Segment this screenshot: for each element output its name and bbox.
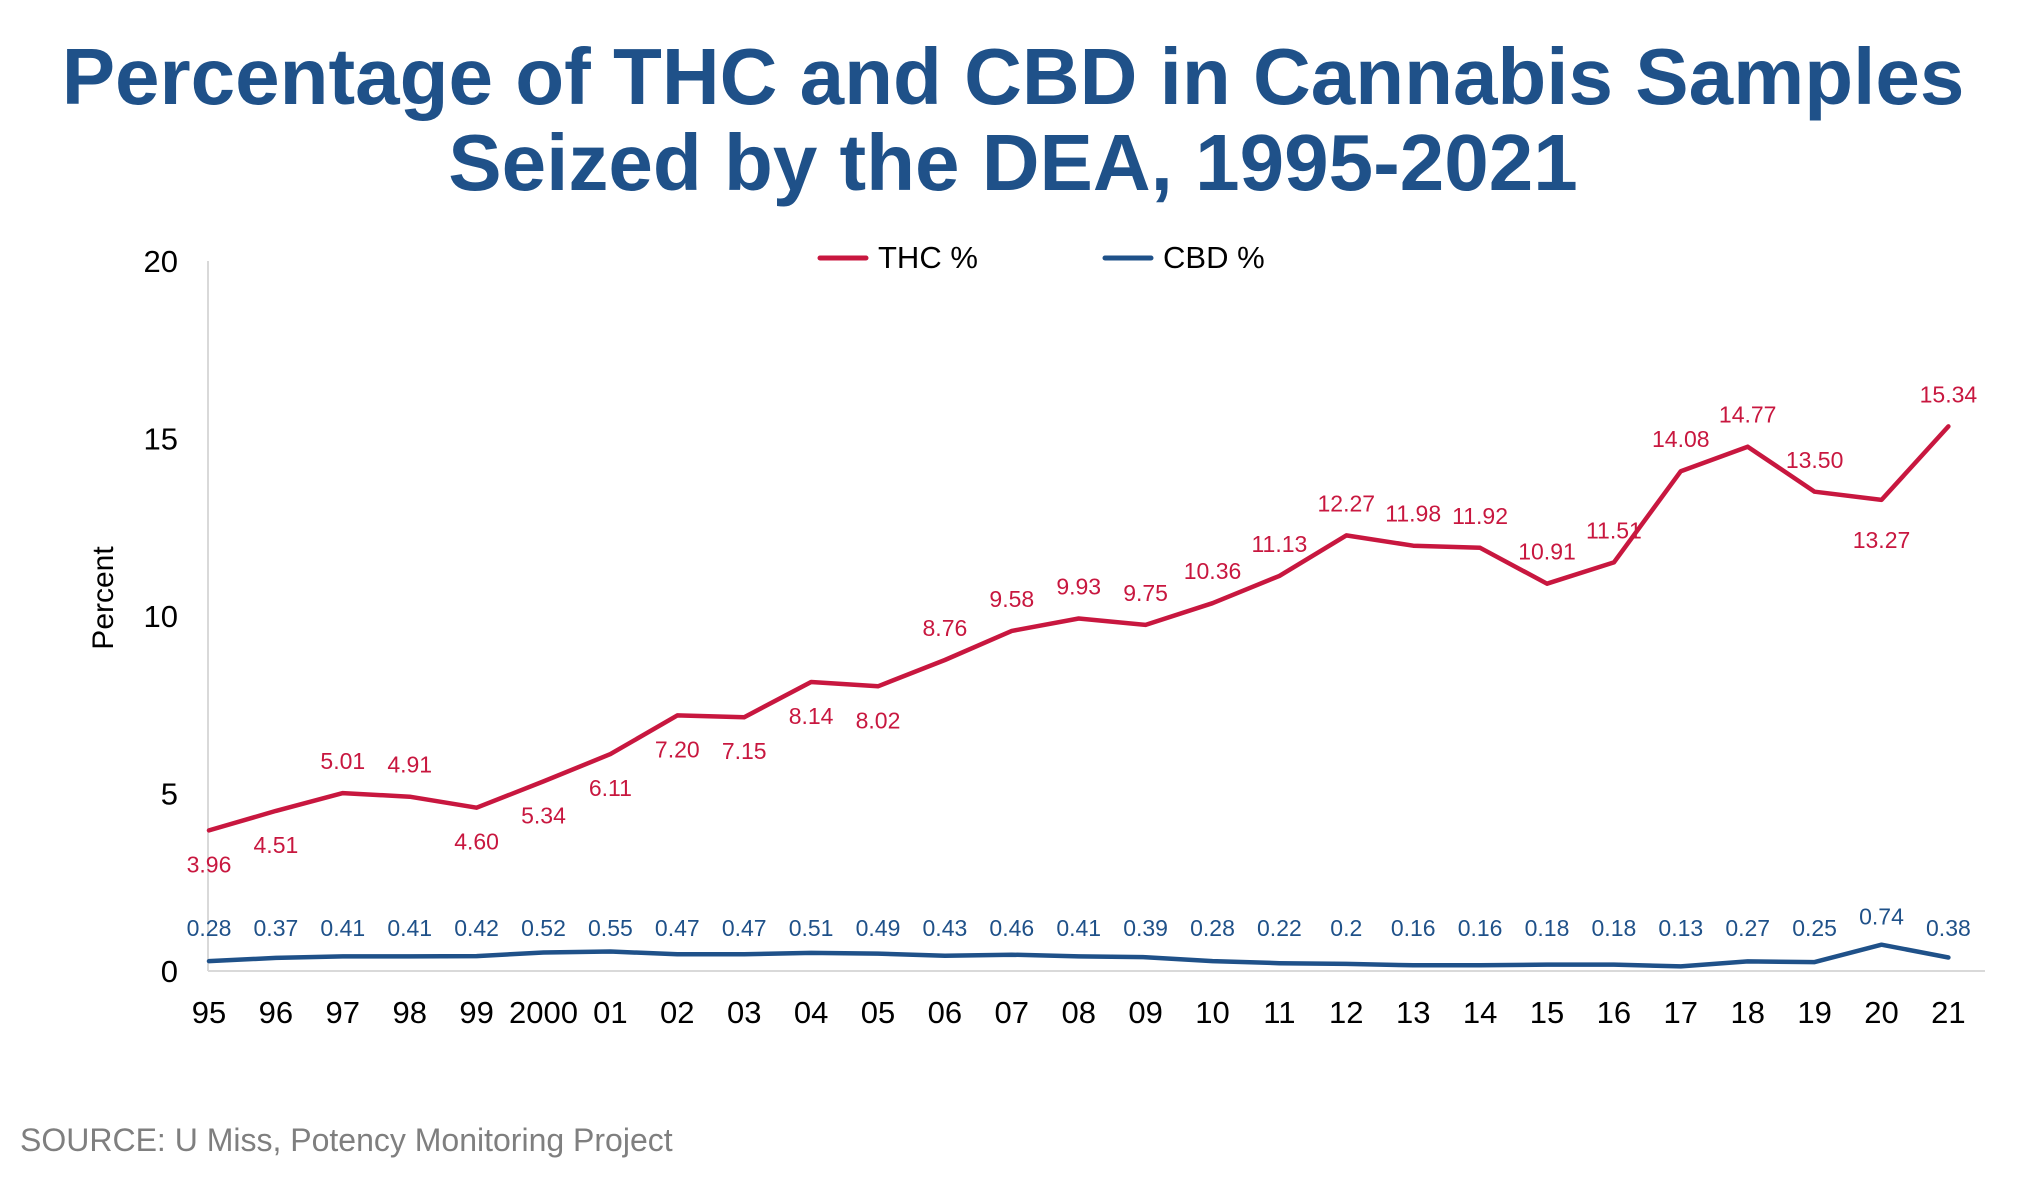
cbd-data-label: 0.41 [1056, 915, 1101, 941]
thc-data-label: 13.27 [1853, 527, 1911, 553]
cbd-data-label: 0.42 [454, 915, 499, 941]
thc-data-label: 4.51 [254, 832, 299, 858]
chart-title-line-1: Percentage of THC and CBD in Cannabis Sa… [61, 32, 1965, 121]
thc-data-label: 7.20 [655, 736, 700, 762]
thc-series-line [206, 424, 1951, 833]
x-tick-label: 19 [1797, 995, 1831, 1030]
thc-data-label: 15.34 [1920, 381, 1978, 407]
x-tick-label: 21 [1931, 995, 1965, 1030]
cbd-data-label: 0.37 [254, 915, 299, 941]
thc-data-label: 8.76 [923, 615, 968, 641]
cbd-data-label: 0.25 [1792, 915, 1837, 941]
chart-title: Percentage of THC and CBD in Cannabis Sa… [0, 34, 2026, 206]
cbd-data-label: 0.51 [789, 915, 834, 941]
thc-data-label: 12.27 [1318, 490, 1376, 516]
x-tick-label: 12 [1329, 995, 1363, 1030]
cbd-series-line [206, 942, 1951, 969]
thc-data-label: 11.13 [1251, 531, 1307, 557]
x-tick-label: 97 [326, 995, 360, 1030]
x-tick-label: 15 [1530, 995, 1564, 1030]
y-tick-label: 15 [144, 422, 178, 457]
cbd-data-label: 0.27 [1725, 915, 1770, 941]
thc-data-label: 3.96 [187, 851, 232, 877]
chart-title-line-2: Seized by the DEA, 1995-2021 [448, 118, 1578, 207]
x-tick-label: 18 [1730, 995, 1764, 1030]
thc-data-label: 6.11 [589, 775, 632, 801]
cbd-data-label: 0.38 [1926, 915, 1971, 941]
cbd-data-label: 0.41 [387, 915, 432, 941]
cbd-data-label: 0.47 [655, 915, 700, 941]
x-tick-label: 16 [1597, 995, 1631, 1030]
x-tick-label: 20 [1864, 995, 1898, 1030]
cbd-data-label: 0.41 [320, 915, 365, 941]
thc-data-label: 13.50 [1786, 447, 1844, 473]
y-tick-label: 20 [144, 244, 178, 279]
cbd-data-label: 0.52 [521, 915, 566, 941]
x-tick-label: 13 [1396, 995, 1430, 1030]
legend-cbd-label: CBD % [1163, 240, 1265, 275]
x-tick-label: 17 [1664, 995, 1698, 1030]
thc-data-label: 7.15 [722, 738, 767, 764]
cbd-data-label: 0.13 [1658, 915, 1703, 941]
thc-data-label: 8.14 [789, 703, 834, 729]
thc-data-label: 5.01 [320, 748, 365, 774]
thc-data-label: 14.77 [1719, 402, 1777, 428]
cbd-data-label: 0.55 [588, 915, 633, 941]
cbd-data-label: 0.28 [1190, 915, 1235, 941]
y-tick-label: 10 [144, 599, 178, 634]
source-note: SOURCE: U Miss, Potency Monitoring Proje… [20, 1122, 673, 1158]
thc-data-label: 11.92 [1452, 503, 1508, 529]
x-tick-label: 03 [727, 995, 761, 1030]
x-tick-label: 95 [192, 995, 226, 1030]
x-tick-label: 06 [928, 995, 962, 1030]
x-tick-label: 05 [861, 995, 895, 1030]
cbd-data-label: 0.43 [923, 915, 968, 941]
cbd-data-label: 0.16 [1458, 915, 1503, 941]
thc-data-label: 9.93 [1056, 573, 1101, 599]
x-tick-label: 09 [1128, 995, 1162, 1030]
thc-data-label: 14.08 [1652, 426, 1710, 452]
cbd-data-label: 0.47 [722, 915, 767, 941]
x-tick-label: 98 [392, 995, 426, 1030]
x-tick-label: 07 [995, 995, 1029, 1030]
thc-data-label: 4.60 [454, 829, 499, 855]
x-tick-label: 10 [1195, 995, 1229, 1030]
x-tick-label: 11 [1263, 995, 1295, 1030]
thc-data-label: 9.75 [1123, 580, 1168, 606]
thc-data-label: 5.34 [521, 802, 566, 828]
thc-data-label: 11.98 [1385, 501, 1441, 527]
x-tick-label: 14 [1463, 995, 1497, 1030]
cbd-data-label: 0.18 [1592, 915, 1637, 941]
thc-data-label: 10.91 [1518, 539, 1576, 565]
thc-data-label: 4.91 [387, 752, 432, 778]
legend-thc-label: THC % [878, 240, 978, 275]
cbd-data-label: 0.46 [989, 915, 1034, 941]
x-tick-label: 08 [1061, 995, 1095, 1030]
y-tick-label: 0 [161, 954, 178, 989]
x-tick-label: 01 [593, 995, 627, 1030]
thc-data-label: 8.02 [856, 707, 901, 733]
x-tick-label: 99 [459, 995, 493, 1030]
cbd-data-label: 0.74 [1859, 904, 1904, 930]
cbd-data-label: 0.16 [1391, 915, 1436, 941]
x-tick-label: 04 [794, 995, 828, 1030]
x-tick-label: 02 [660, 995, 694, 1030]
cbd-data-label: 0.18 [1525, 915, 1570, 941]
thc-data-label: 9.58 [989, 586, 1034, 612]
cbd-data-label: 0.22 [1257, 915, 1302, 941]
thc-data-label: 11.51 [1586, 517, 1642, 543]
y-axis-label: Percent [87, 546, 120, 650]
cbd-data-label: 0.28 [187, 915, 232, 941]
y-tick-label: 5 [161, 777, 178, 812]
x-tick-label: 96 [259, 995, 293, 1030]
cbd-data-label: 0.39 [1123, 915, 1168, 941]
thc-data-label: 10.36 [1184, 558, 1242, 584]
cbd-data-label: 0.49 [856, 915, 901, 941]
x-tick-label: 2000 [509, 995, 578, 1030]
cbd-data-label: 0.2 [1330, 915, 1362, 941]
